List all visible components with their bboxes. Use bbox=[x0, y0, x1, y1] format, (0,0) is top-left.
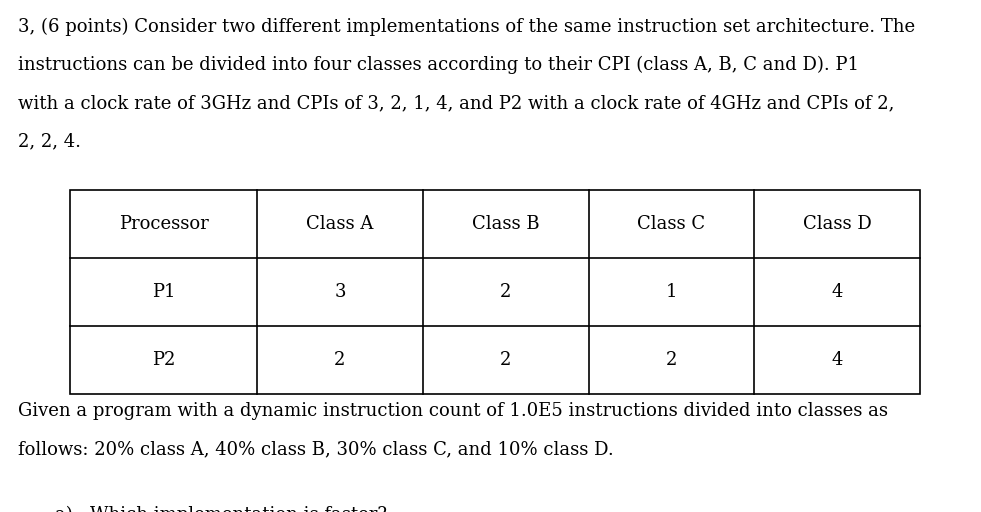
Text: 3, (6 points) Consider two different implementations of the same instruction set: 3, (6 points) Consider two different imp… bbox=[18, 18, 915, 36]
Text: 2: 2 bbox=[500, 283, 511, 301]
Text: P2: P2 bbox=[152, 351, 176, 369]
Text: follows: 20% class A, 40% class B, 30% class C, and 10% class D.: follows: 20% class A, 40% class B, 30% c… bbox=[18, 440, 614, 458]
Text: Class A: Class A bbox=[306, 215, 374, 233]
Text: 1: 1 bbox=[666, 283, 677, 301]
Text: 4: 4 bbox=[832, 351, 843, 369]
Text: with a clock rate of 3GHz and CPIs of 3, 2, 1, 4, and P2 with a clock rate of 4G: with a clock rate of 3GHz and CPIs of 3,… bbox=[18, 94, 895, 112]
Text: 4: 4 bbox=[832, 283, 843, 301]
Text: instructions can be divided into four classes according to their CPI (class A, B: instructions can be divided into four cl… bbox=[18, 56, 859, 74]
Text: 3: 3 bbox=[335, 283, 345, 301]
Text: 2: 2 bbox=[666, 351, 677, 369]
Text: 2: 2 bbox=[335, 351, 345, 369]
Text: Class B: Class B bbox=[472, 215, 540, 233]
Text: Processor: Processor bbox=[119, 215, 208, 233]
Text: P1: P1 bbox=[152, 283, 176, 301]
Text: 2, 2, 4.: 2, 2, 4. bbox=[18, 132, 81, 150]
Bar bbox=[70, 190, 920, 394]
Text: Class D: Class D bbox=[802, 215, 871, 233]
Text: a)   Which implementation is faster?: a) Which implementation is faster? bbox=[55, 506, 387, 512]
Text: 2: 2 bbox=[500, 351, 511, 369]
Text: Given a program with a dynamic instruction count of 1.0E5 instructions divided i: Given a program with a dynamic instructi… bbox=[18, 402, 888, 420]
Text: Class C: Class C bbox=[638, 215, 705, 233]
